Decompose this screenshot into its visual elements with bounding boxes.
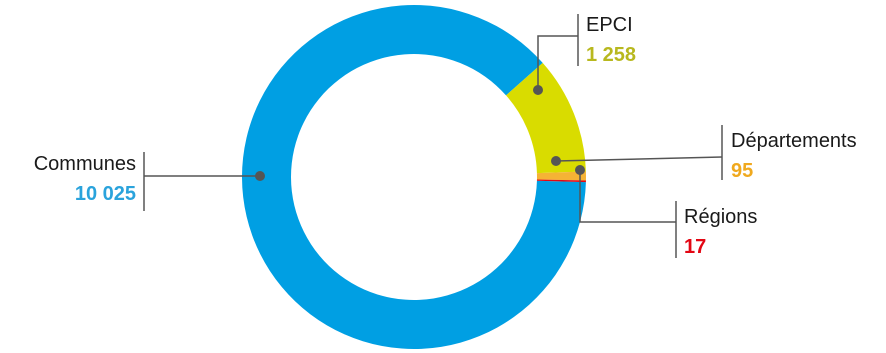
slice-value-epci: 1 258	[586, 44, 636, 66]
slice-label-epci: EPCI	[586, 14, 633, 36]
slice-value-communes: 10 025	[75, 183, 136, 205]
slice-label-departements: Départements	[731, 130, 857, 152]
anchor-dot-departements	[551, 156, 561, 166]
anchor-dot-epci	[533, 85, 543, 95]
slice-label-regions: Régions	[684, 206, 757, 228]
slice-epci	[506, 62, 586, 174]
leader-line-departements	[555, 156, 723, 162]
leader-line-epci	[537, 35, 578, 90]
slice-value-departements: 95	[731, 160, 753, 182]
slice-departements	[536, 171, 586, 181]
slice-regions	[536, 179, 586, 183]
slice-label-communes: Communes	[34, 153, 136, 175]
leader-line-regions	[579, 170, 676, 223]
anchor-dot-communes	[255, 171, 265, 181]
donut-slices	[241, 5, 586, 350]
slice-communes	[241, 5, 586, 350]
anchor-dot-regions	[575, 165, 585, 175]
slice-value-regions: 17	[684, 236, 706, 258]
